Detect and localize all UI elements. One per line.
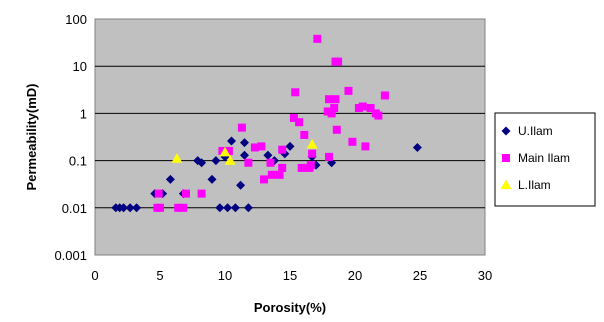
data-point-main-ilam xyxy=(334,57,343,66)
legend-label-main-ilam: Main Ilam xyxy=(518,151,570,165)
data-points xyxy=(111,34,422,213)
data-point-main-ilam xyxy=(266,158,275,167)
data-point-main-ilam xyxy=(361,142,370,151)
data-point-main-ilam xyxy=(295,118,304,127)
legend-label-l-ilam: L.Ilam xyxy=(518,178,551,192)
x-tick-label: 25 xyxy=(413,268,427,283)
data-point-main-ilam xyxy=(275,170,284,179)
x-tick-label: 5 xyxy=(156,268,163,283)
y-tick-label: 1 xyxy=(80,106,87,121)
data-point-main-ilam xyxy=(224,146,233,155)
legend-box xyxy=(494,112,596,207)
x-tick-label: 20 xyxy=(348,268,362,283)
x-tick-label: 0 xyxy=(91,268,98,283)
data-point-main-ilam xyxy=(325,152,333,161)
data-point-main-ilam xyxy=(289,113,298,122)
legend: U.Ilam Main Ilam L.Ilam xyxy=(500,124,570,192)
data-point-u-ilam xyxy=(236,180,246,190)
x-tick-label: 30 xyxy=(478,268,492,283)
x-tick-label: 10 xyxy=(218,268,232,283)
data-point-main-ilam xyxy=(331,95,340,104)
data-point-main-ilam xyxy=(260,175,268,184)
data-point-main-ilam xyxy=(197,189,206,198)
data-point-main-ilam xyxy=(325,95,333,104)
data-point-main-ilam xyxy=(332,125,341,134)
legend-label-u-ilam: U.Ilam xyxy=(518,124,553,138)
x-axis-title: Porosity(%) xyxy=(254,300,326,315)
data-point-main-ilam xyxy=(297,163,306,172)
data-point-main-ilam xyxy=(380,91,389,100)
y-tick-label: 0.001 xyxy=(54,248,87,263)
legend-marker-u-ilam xyxy=(501,126,511,136)
plot-area xyxy=(94,18,486,256)
data-point-u-ilam xyxy=(223,203,233,213)
data-point-main-ilam xyxy=(327,109,336,118)
data-point-main-ilam xyxy=(330,104,339,113)
data-point-main-ilam xyxy=(278,145,287,154)
data-point-main-ilam xyxy=(257,142,266,151)
data-point-u-ilam xyxy=(215,203,225,213)
data-point-u-ilam xyxy=(240,150,249,160)
data-point-main-ilam xyxy=(154,189,163,198)
data-point-main-ilam xyxy=(374,111,383,120)
y-tick-label: 10 xyxy=(73,59,87,74)
data-point-main-ilam xyxy=(313,34,322,43)
legend-marker-l-ilam xyxy=(500,179,512,190)
data-point-u-ilam xyxy=(263,150,273,160)
data-point-main-ilam xyxy=(348,137,357,146)
data-point-main-ilam xyxy=(156,203,164,212)
data-point-main-ilam xyxy=(278,163,287,172)
legend-marker-main-ilam xyxy=(502,154,510,162)
data-point-l-ilam xyxy=(219,146,231,157)
data-point-main-ilam xyxy=(218,146,227,155)
data-point-main-ilam xyxy=(358,102,367,111)
data-point-main-ilam xyxy=(250,143,259,152)
data-point-main-ilam xyxy=(179,203,188,212)
x-tick-label: 15 xyxy=(283,268,297,283)
data-point-main-ilam xyxy=(300,130,309,139)
data-point-u-ilam xyxy=(165,174,175,184)
y-tick-label: 0.01 xyxy=(62,201,87,216)
data-point-main-ilam xyxy=(344,86,353,95)
tick-labels: 0.001 0.01 0.1 1 10 100 0 5 10 15 20 25 30 xyxy=(54,12,492,283)
data-point-main-ilam xyxy=(267,170,276,179)
data-point-l-ilam xyxy=(224,155,236,165)
data-point-main-ilam xyxy=(244,158,253,167)
y-tick-label: 100 xyxy=(65,12,87,27)
data-point-u-ilam xyxy=(211,156,221,166)
y-tick-label: 0.1 xyxy=(69,154,87,169)
data-point-main-ilam xyxy=(305,163,314,172)
y-axis-title: Permeability(mD) xyxy=(24,84,39,191)
data-point-u-ilam xyxy=(412,142,422,152)
data-point-u-ilam xyxy=(132,203,142,213)
data-point-u-ilam xyxy=(125,203,135,213)
data-point-u-ilam xyxy=(207,174,217,184)
data-point-u-ilam xyxy=(243,203,253,213)
data-point-u-ilam xyxy=(230,203,240,213)
data-point-main-ilam xyxy=(174,203,183,212)
data-point-l-ilam xyxy=(306,138,318,149)
data-point-main-ilam xyxy=(308,149,317,158)
data-point-u-ilam xyxy=(197,158,207,168)
data-point-main-ilam xyxy=(237,123,246,132)
data-point-u-ilam xyxy=(227,136,236,146)
data-point-main-ilam xyxy=(182,189,190,198)
data-point-l-ilam xyxy=(171,153,183,163)
data-point-u-ilam xyxy=(119,203,129,213)
gridlines xyxy=(95,65,485,209)
data-point-u-ilam xyxy=(285,141,295,151)
data-point-main-ilam xyxy=(366,104,375,113)
data-point-main-ilam xyxy=(291,88,300,97)
data-point-u-ilam xyxy=(240,138,249,148)
